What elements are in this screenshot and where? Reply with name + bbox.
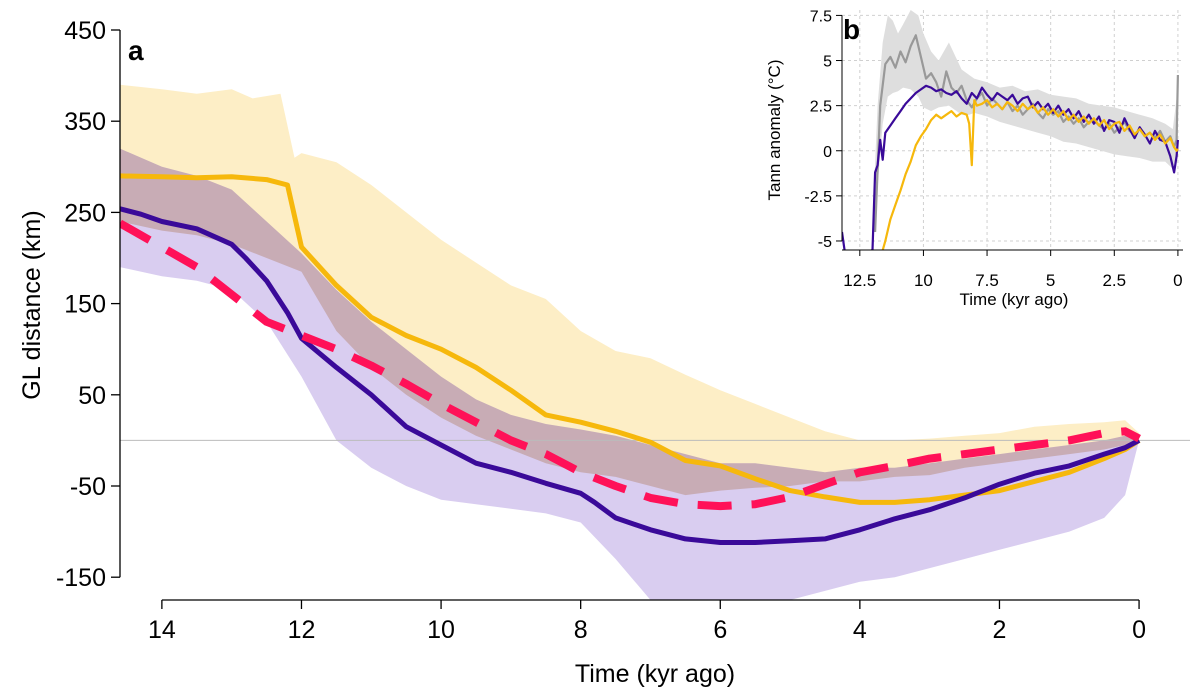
panel-b-x-tick-label: 0 xyxy=(1173,271,1182,290)
panel-b-series-line-2 xyxy=(881,99,1179,250)
panel-b-x-tick-label: 10 xyxy=(914,271,933,290)
panel-a-series-line-1 xyxy=(120,206,1141,545)
panel-b-inset: 7.5 5 2.5 0 -2.5 -5 12.5 10 7.5 5 2.5 0 b Tann ano… xyxy=(760,0,1200,318)
panel-a-y-tick-label: -50 xyxy=(70,473,106,501)
panel-a-y-tick-label: 350 xyxy=(64,108,106,136)
panel-b-x-tick-label: 5 xyxy=(1046,271,1055,290)
panel-a-y-axis-title: GL distance (km) xyxy=(18,210,46,399)
panel-a-y-tick-label: 150 xyxy=(64,291,106,319)
panel-b-y-tick-label: -5 xyxy=(818,234,832,251)
panel-b-y-tick-label: -2.5 xyxy=(804,189,832,206)
panel-a-y-tick-label: 250 xyxy=(64,199,106,227)
panel-b-y-axis-title: Tann anomaly (°C) xyxy=(765,60,784,201)
panel-a-band-1 xyxy=(120,148,1140,600)
panel-b-x-axis: 12.5 10 7.5 5 2.5 0 xyxy=(842,249,1183,290)
panel-b-letter: b xyxy=(843,14,860,45)
panel-a-bands xyxy=(120,84,1140,600)
panel-a-x-tick-label: 8 xyxy=(574,616,588,644)
panel-b-band xyxy=(872,10,1178,250)
panel-a-y-tick-label: 50 xyxy=(78,382,106,410)
panel-a-y-tick-label: 450 xyxy=(64,17,106,45)
panel-a-series-line-2 xyxy=(120,219,1141,511)
panel-b-y-tick-label: 7.5 xyxy=(810,8,832,25)
panel-a-x-tick-label: 6 xyxy=(713,616,727,644)
panel-a-x-axis: 14 12 10 8 6 4 2 0 xyxy=(148,599,1146,644)
panel-a-series xyxy=(120,173,1141,545)
panel-b-y-axis: 7.5 5 2.5 0 -2.5 -5 xyxy=(804,8,843,251)
panel-a-letter: a xyxy=(128,35,144,66)
panel-a-x-tick-label: 12 xyxy=(288,616,316,644)
panel-a-series-line-0 xyxy=(120,173,1141,505)
panel-b-y-tick-label: 2.5 xyxy=(810,99,832,116)
panel-b-band-fill xyxy=(872,10,1178,250)
panel-a-x-tick-label: 2 xyxy=(993,616,1007,644)
panel-b-y-tick-label: 5 xyxy=(823,54,832,71)
panel-a-y-tick-label: -150 xyxy=(56,564,106,592)
panel-a-y-axis: 450 350 250 150 50 -50 -150 xyxy=(56,17,121,592)
panel-a-x-axis-title: Time (kyr ago) xyxy=(575,660,735,688)
panel-a-x-tick-label: 4 xyxy=(853,616,867,644)
panel-b-series xyxy=(842,34,1179,250)
panel-a-x-tick-label: 10 xyxy=(427,616,455,644)
panel-a-x-tick-label: 0 xyxy=(1132,616,1146,644)
panel-b-series-line-1 xyxy=(842,84,1179,250)
panel-b-x-tick-label: 7.5 xyxy=(975,271,999,290)
panel-b-y-tick-label: 0 xyxy=(823,144,832,161)
panel-b-x-tick-label: 12.5 xyxy=(843,271,876,290)
panel-a-x-tick-label: 14 xyxy=(148,616,176,644)
panel-b-background xyxy=(760,0,1200,318)
panel-b-x-tick-label: 2.5 xyxy=(1102,271,1126,290)
panel-b-x-axis-title: Time (kyr ago) xyxy=(960,290,1069,309)
